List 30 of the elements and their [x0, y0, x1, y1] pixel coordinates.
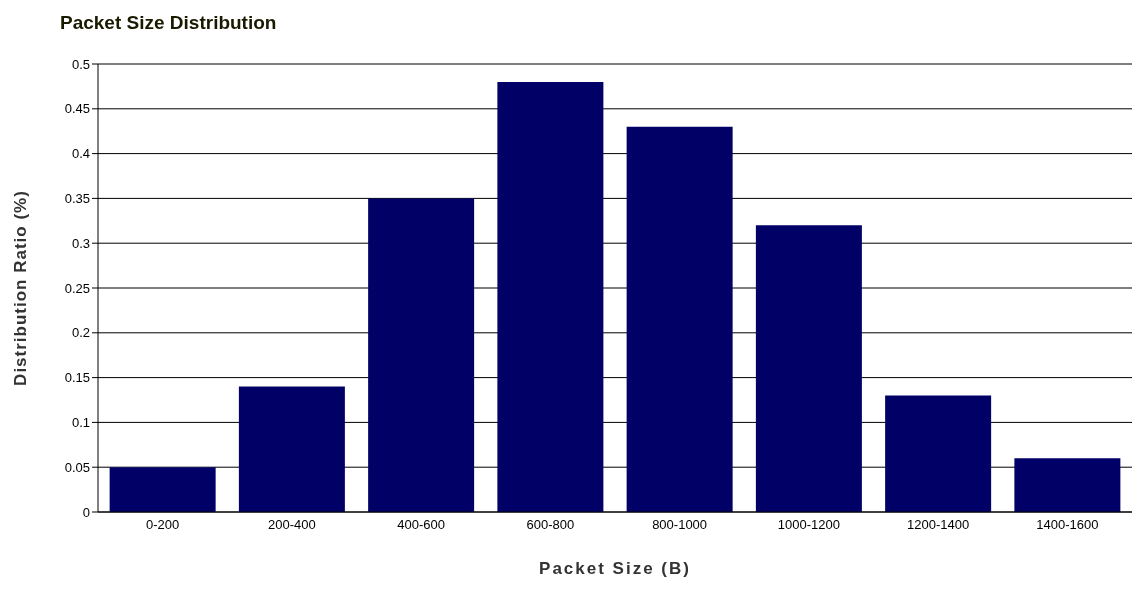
bar — [368, 198, 475, 512]
bar — [885, 395, 992, 512]
bar — [1014, 458, 1121, 512]
y-tick-label: 0.05 — [64, 459, 90, 475]
bar — [109, 467, 216, 512]
x-tick-label: 1400-1600 — [1036, 517, 1099, 533]
bar — [626, 126, 733, 512]
y-tick-label: 0 — [82, 504, 90, 520]
bar — [238, 386, 345, 512]
x-tick-label: 1000-1200 — [777, 517, 840, 533]
y-tick-label: 0.4 — [71, 146, 90, 162]
y-tick-label: 0.5 — [71, 56, 90, 72]
x-tick-label: 400-600 — [397, 517, 445, 533]
x-tick-label: 0-200 — [146, 517, 180, 533]
y-tick-label: 0.25 — [64, 280, 90, 296]
bar — [755, 225, 862, 512]
y-tick-label: 0.3 — [71, 235, 90, 251]
y-tick-label: 0.2 — [71, 325, 90, 341]
x-tick-label: 600-800 — [526, 517, 575, 533]
y-tick-label: 0.35 — [64, 191, 90, 207]
y-tick-label: 0.1 — [71, 415, 90, 431]
y-tick-label: 0.15 — [64, 370, 90, 386]
x-tick-label: 800-1000 — [652, 517, 708, 533]
x-tick-label: 200-400 — [268, 517, 316, 533]
x-tick-label: 1200-1400 — [907, 517, 970, 533]
y-axis-title: Distribution Ratio (%) — [11, 190, 31, 386]
y-tick-label: 0.45 — [64, 101, 90, 117]
chart-title: Packet Size Distribution — [59, 11, 278, 35]
bar — [497, 81, 604, 512]
x-axis-title: Packet Size (B) — [539, 559, 691, 578]
